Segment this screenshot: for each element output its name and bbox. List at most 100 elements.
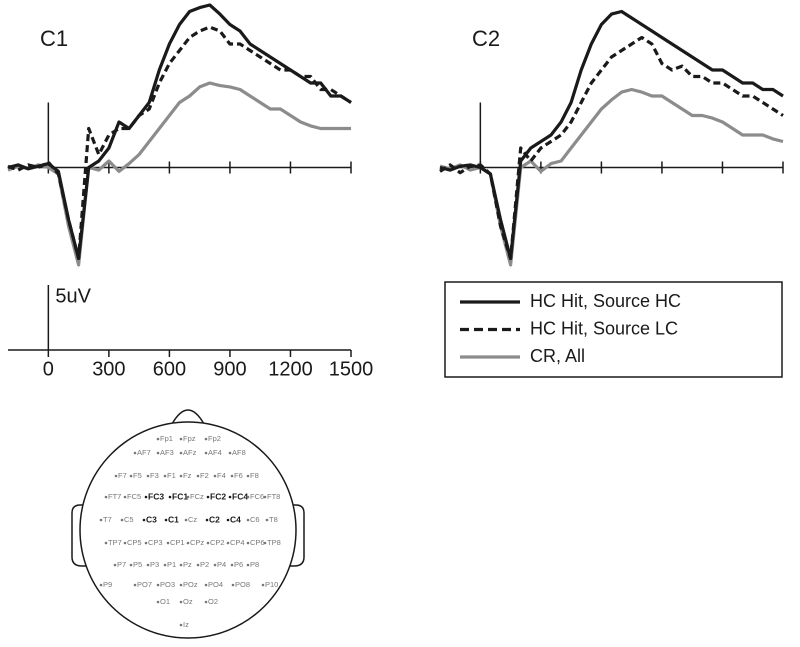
electrode-label: P4 <box>217 560 226 569</box>
electrode-label: FT7 <box>108 492 121 501</box>
electrode-dot <box>246 518 250 522</box>
electrode-label: TP8 <box>267 538 281 547</box>
electrode-label: C1 <box>168 514 179 524</box>
erp-line <box>7 3 352 261</box>
x-tick-label: 1200 <box>268 358 313 380</box>
electrode-label: PO7 <box>137 580 152 589</box>
electrode-label: FC3 <box>148 491 164 501</box>
electrode-dot <box>204 600 208 604</box>
electrode-dot <box>142 518 146 522</box>
x-tick-label: 300 <box>92 358 125 380</box>
electrode-label: AF7 <box>137 448 151 457</box>
electrode-label: C6 <box>250 515 260 524</box>
electrode-dot <box>246 495 250 499</box>
electrode-label: CP6 <box>250 538 265 547</box>
electrode-label: O1 <box>160 597 170 606</box>
scale-bar-label: 5uV <box>55 285 91 307</box>
electrode-dot <box>104 495 108 499</box>
electrode-label: F5 <box>133 471 142 480</box>
electrode-label: F7 <box>118 471 127 480</box>
electrode-dot <box>129 563 133 567</box>
electrode-dot <box>156 437 160 441</box>
electrode-dot <box>166 541 170 545</box>
electrode-label: AFz <box>183 448 197 457</box>
electrode-label: CP2 <box>210 538 225 547</box>
electrode-dot <box>163 474 167 478</box>
electrode-dot <box>213 563 217 567</box>
electrode-dot <box>156 583 160 587</box>
electrode-label: P5 <box>133 560 142 569</box>
electrode-label: FC5 <box>127 492 141 501</box>
electrode-label: P1 <box>167 560 176 569</box>
legend-label: HC Hit, Source LC <box>530 318 678 338</box>
electrode-label: Fz <box>183 471 192 480</box>
nose <box>171 409 205 425</box>
electrode-label: PO4 <box>208 580 223 589</box>
electrode-label: P3 <box>150 560 159 569</box>
electrode-dot <box>226 541 230 545</box>
electrode-label: P9 <box>103 580 112 589</box>
electrode-dot <box>184 518 188 522</box>
electrode-label: P8 <box>250 560 259 569</box>
electrode-label: FC4 <box>232 491 248 501</box>
electrode-label: FC2 <box>210 491 226 501</box>
electrode-label: AF4 <box>208 448 222 457</box>
electrode-dot <box>205 518 209 522</box>
electrode-dot <box>204 583 208 587</box>
electrode-label: CP3 <box>148 538 163 547</box>
electrode-dot <box>204 451 208 455</box>
electrode-dot <box>179 563 183 567</box>
electrode-label: CP4 <box>230 538 245 547</box>
electrode-dot <box>129 474 133 478</box>
erp-line <box>7 25 352 261</box>
electrode-label: F3 <box>150 471 159 480</box>
electrode-dot <box>228 495 232 499</box>
electrode-dot <box>144 495 148 499</box>
electrode-dot <box>179 623 183 627</box>
chart-title: C2 <box>472 26 500 51</box>
electrode-dot <box>196 563 200 567</box>
electrode-dot <box>204 437 208 441</box>
electrode-dot <box>263 495 267 499</box>
electrode-label: AF3 <box>160 448 174 457</box>
electrode-dot <box>246 541 250 545</box>
electrode-dot <box>123 495 127 499</box>
electrode-dot <box>113 563 117 567</box>
electrode-dot <box>179 583 183 587</box>
electrode-label: CP1 <box>170 538 185 547</box>
electrode-label: Fpz <box>183 434 196 443</box>
electrode-dot <box>146 563 150 567</box>
electrode-label: C4 <box>230 514 241 524</box>
electrode-label: F4 <box>217 471 226 480</box>
x-tick-label: 900 <box>213 358 246 380</box>
electrode-dot <box>206 495 210 499</box>
electrode-label: C3 <box>146 514 157 524</box>
electrode-label: Pz <box>183 560 192 569</box>
electrode-dot <box>228 451 232 455</box>
electrode-label: AF8 <box>232 448 246 457</box>
electrode-dot <box>156 451 160 455</box>
electrode-dot <box>213 474 217 478</box>
electrode-dot <box>261 583 265 587</box>
x-tick-label: 0 <box>43 358 54 380</box>
electrode-label: P6 <box>234 560 243 569</box>
erp-line <box>439 35 784 261</box>
electrode-label: F6 <box>234 471 243 480</box>
electrode-dot <box>179 474 183 478</box>
electrode-label: Iz <box>183 620 189 629</box>
electrode-dot <box>99 518 103 522</box>
x-tick-label: 600 <box>153 358 186 380</box>
electrode-dot <box>186 495 190 499</box>
legend-label: CR, All <box>530 346 585 366</box>
electrode-label: PO8 <box>235 580 250 589</box>
electrode-label: FC1 <box>172 491 188 501</box>
erp-line <box>439 9 784 261</box>
electrode-label: F1 <box>167 471 176 480</box>
electrode-dot <box>246 563 250 567</box>
electrode-label: POz <box>183 580 198 589</box>
electrode-dot <box>99 583 103 587</box>
electrode-label: Fp1 <box>160 434 173 443</box>
chart-title: C1 <box>40 26 68 51</box>
electrode-dot <box>179 451 183 455</box>
electrode-dot <box>120 518 124 522</box>
